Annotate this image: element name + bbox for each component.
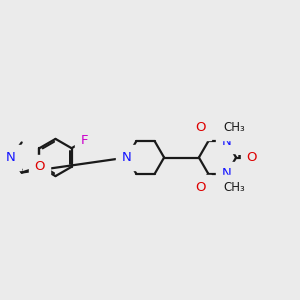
Text: O: O — [195, 122, 206, 134]
Text: O: O — [247, 151, 257, 164]
Text: N: N — [222, 135, 232, 148]
Text: CH₃: CH₃ — [224, 122, 245, 134]
Text: O: O — [34, 160, 45, 173]
Text: N: N — [222, 167, 232, 180]
Text: N: N — [122, 151, 132, 164]
Text: CH₃: CH₃ — [224, 181, 245, 194]
Text: F: F — [81, 134, 88, 147]
Text: O: O — [195, 181, 206, 194]
Text: N: N — [6, 151, 16, 164]
